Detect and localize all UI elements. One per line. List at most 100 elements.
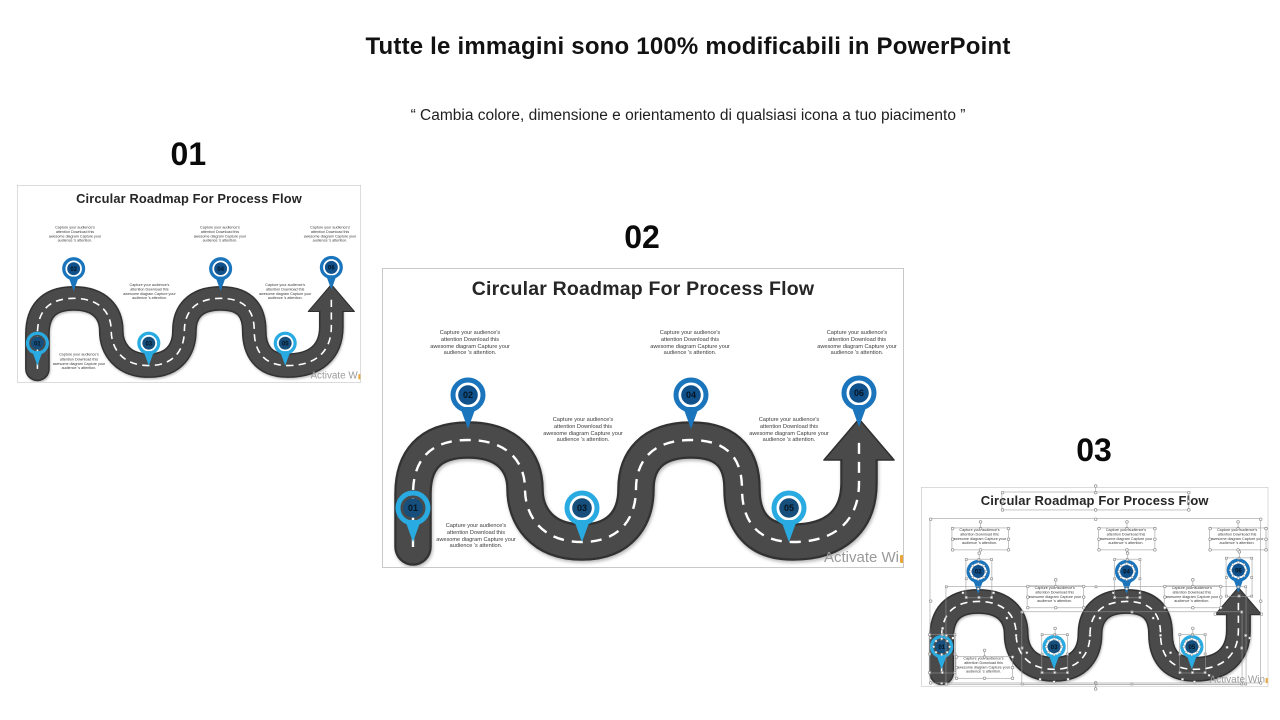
selection-handle	[953, 652, 957, 656]
pin-disc	[324, 260, 338, 274]
pin-edit-point	[971, 564, 974, 568]
rotate-handle	[1190, 578, 1195, 582]
selection-handle	[1124, 547, 1129, 552]
pin-ring	[564, 490, 600, 526]
rotate-handle-line	[1126, 523, 1128, 529]
pin-number: 04	[1123, 570, 1130, 576]
pin-edit-point	[1117, 570, 1120, 573]
selection-handle	[1218, 584, 1223, 588]
pin-ring	[395, 490, 431, 526]
selection-box	[954, 648, 1014, 680]
slide-thumbnail[interactable]: Circular Roadmap For Process Flow 01 02 03 0…	[382, 268, 904, 568]
slide-number-label: 02	[624, 219, 660, 255]
caption-step-02: Capture your audience's attention Downlo…	[48, 225, 102, 244]
selection-handle	[1093, 507, 1097, 512]
caption-step-06: Capture your audience's attention Downlo…	[303, 225, 357, 244]
road-edit-point	[1066, 677, 1070, 681]
pin-tail	[405, 520, 421, 542]
pin-disc	[1047, 640, 1061, 654]
page-title: Tutte le immagini sono 100% modificabili…	[365, 33, 1011, 60]
selection-handle	[1081, 595, 1086, 599]
pin-01: 01	[395, 490, 431, 542]
slide-02[interactable]: Circular Roadmap For Process Flow 01 02 03 0…	[382, 268, 904, 568]
selection-handle	[1093, 490, 1097, 494]
rotate-handle	[1093, 484, 1097, 488]
selection-handle	[1162, 584, 1167, 588]
pin-edit-point	[1131, 564, 1134, 568]
pin-disc	[142, 336, 156, 350]
selection-box	[1162, 578, 1223, 610]
selection-handle	[1186, 499, 1191, 503]
selection-handle	[1178, 633, 1182, 637]
slide-title: Circular Roadmap For Process Flow	[471, 278, 815, 300]
rotate-handle	[1125, 551, 1129, 555]
caption-step-06: Capture your audience's attention Downlo…	[817, 330, 897, 357]
selection-box	[950, 520, 1010, 552]
caption-step-02: Capture your audience's attention Downlo…	[430, 330, 510, 357]
pin-edit-point	[940, 653, 943, 656]
selection-handle	[950, 547, 954, 552]
caption-step-05: Capture your audience's attention Downlo…	[258, 283, 312, 301]
pin-edit-point	[1185, 639, 1188, 643]
rotate-handle	[1053, 626, 1057, 631]
rotate-handle	[1124, 520, 1129, 524]
selection-handle	[1006, 526, 1010, 530]
pin-tail	[279, 351, 291, 366]
pin-number: 01	[938, 645, 945, 651]
pin-tail	[683, 407, 699, 429]
pin-edit-point	[1196, 651, 1199, 654]
selection-handle	[1240, 646, 1244, 650]
rotate-handle	[982, 648, 986, 653]
pin-edit-point	[1047, 639, 1050, 643]
selection-handle	[1066, 671, 1069, 674]
slide-01[interactable]: Circular Roadmap For Process Flow 01 02 03 0…	[17, 185, 361, 383]
pin-05: 05	[273, 331, 297, 366]
selection-handle	[1208, 547, 1212, 552]
caption-step-02: Capture your audience's attention Downlo…	[953, 528, 1007, 546]
slide-03[interactable]: Circular Roadmap For Process Flow 01 02 03 0…	[921, 484, 1269, 691]
pin-edit-point	[1047, 651, 1050, 654]
rotate-handle-line	[978, 554, 980, 560]
pin-edit-point	[1052, 653, 1056, 656]
pin-edit-point	[1119, 564, 1123, 568]
selection-handle	[928, 633, 931, 637]
rotate-handle	[1093, 687, 1097, 691]
slide-thumbnail[interactable]: Circular Roadmap For Process Flow 01 02 03 0…	[17, 185, 361, 383]
pin-disc	[403, 498, 423, 518]
road-edit-point	[1078, 651, 1082, 655]
slide-thumbnail[interactable]: Circular Roadmap For Process Flow 01 02 03 0…	[921, 484, 1269, 691]
caption-step-04: Capture your audience's attention Downlo…	[193, 225, 247, 244]
road-edit-point	[1213, 612, 1217, 616]
pin-06: 06	[319, 255, 343, 290]
rotate-handle-line	[1192, 630, 1194, 635]
pin-number: 02	[975, 570, 982, 576]
pin-disc	[935, 640, 949, 654]
rotate-handle-line	[1237, 523, 1239, 529]
pin-tail	[1233, 578, 1244, 593]
pin-03: 03	[564, 490, 600, 542]
pin-tail	[851, 405, 867, 427]
pin-number: 06	[854, 388, 864, 398]
selection-handle	[1264, 537, 1268, 541]
watermark-fleck-icon	[1265, 677, 1268, 684]
selection-handle	[1066, 633, 1069, 637]
road-edit-point	[1225, 646, 1229, 649]
selection-handle	[1113, 577, 1116, 580]
selection-handle	[1025, 605, 1030, 610]
rotate-handle	[1236, 520, 1240, 524]
selection-handle	[1152, 537, 1157, 541]
road-edit-point	[1207, 673, 1211, 677]
selection-handle	[982, 676, 986, 680]
selection-handle	[1240, 610, 1244, 614]
selection-box	[928, 626, 957, 674]
selection-handle	[1138, 596, 1142, 599]
selection-handle	[1152, 526, 1157, 530]
pin-ring	[841, 375, 877, 411]
caption-step-03: Capture your audience's attention Downlo…	[123, 283, 176, 301]
selection-handle	[1244, 682, 1248, 686]
pin-edit-point	[982, 564, 986, 568]
selection-handle	[928, 599, 932, 603]
selection-handle	[1010, 665, 1014, 669]
road-edit-point	[1138, 591, 1142, 595]
pin-04: 04	[1114, 559, 1139, 595]
